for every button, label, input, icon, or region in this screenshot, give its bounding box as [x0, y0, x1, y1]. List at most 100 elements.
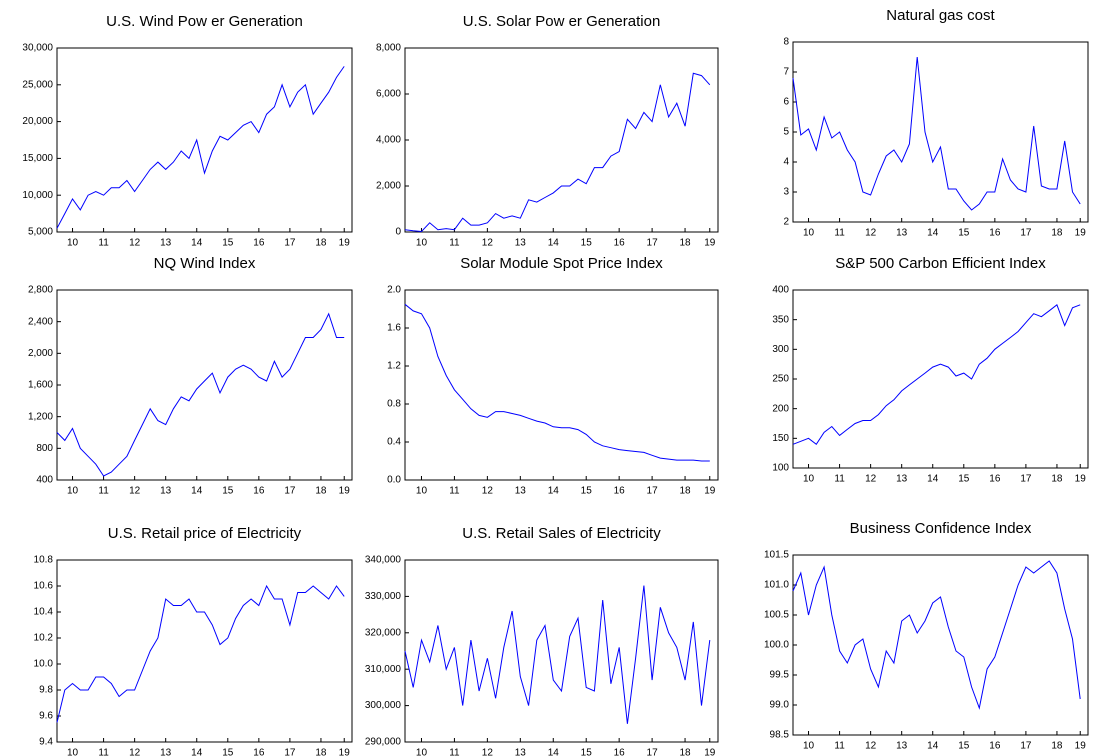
y-tick-label: 6,000 [376, 89, 401, 100]
x-tick-label: 10 [67, 486, 79, 497]
x-tick-label: 19 [339, 748, 351, 756]
y-tick-label: 400 [772, 285, 789, 296]
y-tick-label: 400 [36, 475, 53, 486]
y-tick-label: 4,000 [376, 135, 401, 146]
data-line [56, 66, 345, 229]
y-tick-label: 9.6 [39, 711, 53, 722]
x-tick-label: 13 [160, 238, 172, 249]
x-tick-label: 16 [614, 486, 626, 497]
x-tick-label: 17 [647, 238, 659, 249]
x-tick-label: 15 [222, 238, 234, 249]
y-tick-label: 20,000 [22, 116, 53, 127]
x-tick-label: 19 [704, 748, 716, 756]
y-tick-label: 9.8 [39, 685, 53, 696]
y-tick-label: 15,000 [22, 153, 53, 164]
x-tick-label: 19 [339, 486, 351, 497]
y-tick-label: 10.8 [34, 555, 54, 566]
x-tick-label: 12 [865, 474, 877, 485]
y-tick-label: 10.2 [34, 633, 54, 644]
data-line [404, 585, 711, 724]
x-tick-label: 13 [896, 474, 908, 485]
y-tick-label: 6 [783, 97, 789, 108]
y-tick-label: 1,600 [28, 380, 53, 391]
y-tick-label: 10.6 [34, 581, 54, 592]
x-tick-label: 14 [191, 748, 203, 756]
y-tick-label: 340,000 [365, 555, 402, 566]
y-tick-label: 30,000 [22, 43, 53, 54]
y-tick-label: 0.0 [387, 475, 401, 486]
x-tick-label: 14 [927, 741, 939, 752]
x-tick-label: 11 [98, 486, 109, 497]
x-tick-label: 10 [803, 741, 815, 752]
x-tick-label: 10 [416, 486, 428, 497]
y-tick-label: 2,000 [28, 348, 53, 359]
x-tick-label: 10 [67, 238, 79, 249]
x-tick-label: 15 [581, 486, 593, 497]
data-line [404, 303, 710, 462]
x-tick-label: 13 [160, 748, 172, 756]
y-tick-label: 1.2 [387, 361, 401, 372]
x-tick-label: 18 [1051, 741, 1063, 752]
chart-title: NQ Wind Index [154, 255, 256, 272]
y-tick-label: 2,400 [28, 316, 53, 327]
x-tick-label: 11 [834, 474, 845, 485]
x-tick-label: 16 [614, 748, 626, 756]
y-tick-label: 0.4 [387, 437, 401, 448]
x-tick-label: 12 [129, 486, 141, 497]
chart-title: U.S. Solar Pow er Generation [463, 13, 661, 30]
x-tick-label: 12 [129, 748, 141, 756]
x-tick-label: 18 [679, 748, 691, 756]
x-tick-label: 19 [1075, 474, 1087, 485]
x-tick-label: 17 [284, 748, 296, 756]
x-tick-label: 19 [1075, 228, 1087, 239]
plot-frame [404, 559, 719, 743]
y-tick-label: 7 [783, 67, 789, 78]
plot-frame [56, 559, 353, 743]
y-tick-label: 5 [783, 127, 789, 138]
x-tick-label: 11 [449, 486, 460, 497]
x-tick-label: 17 [284, 486, 296, 497]
plot-frame [404, 289, 719, 481]
plot-frame [792, 289, 1089, 469]
data-line [792, 56, 1081, 211]
y-tick-label: 101.5 [764, 550, 789, 561]
x-tick-label: 12 [129, 238, 141, 249]
y-tick-label: 9.4 [39, 737, 53, 748]
x-tick-label: 13 [515, 486, 527, 497]
chart-title: U.S. Retail price of Electricity [108, 525, 302, 542]
x-tick-label: 13 [896, 228, 908, 239]
chart-title: Business Confidence Index [850, 520, 1032, 537]
x-tick-label: 12 [482, 748, 494, 756]
x-tick-label: 11 [98, 748, 109, 756]
x-tick-label: 13 [515, 748, 527, 756]
x-tick-label: 10 [416, 238, 428, 249]
x-tick-label: 18 [315, 238, 327, 249]
x-tick-label: 17 [647, 486, 659, 497]
x-tick-label: 14 [191, 238, 203, 249]
x-tick-label: 11 [449, 748, 460, 756]
y-tick-label: 99.0 [770, 700, 790, 711]
x-tick-label: 14 [927, 474, 939, 485]
y-tick-label: 8,000 [376, 43, 401, 54]
y-tick-label: 300,000 [365, 700, 402, 711]
x-tick-label: 11 [834, 741, 845, 752]
x-tick-label: 15 [581, 748, 593, 756]
x-tick-label: 15 [581, 238, 593, 249]
y-tick-label: 0.8 [387, 399, 401, 410]
plot-frame [56, 47, 353, 233]
y-tick-label: 8 [783, 37, 789, 48]
x-tick-label: 19 [704, 486, 716, 497]
x-tick-label: 12 [482, 238, 494, 249]
y-tick-label: 100.5 [764, 610, 789, 621]
x-tick-label: 17 [1020, 474, 1032, 485]
x-tick-label: 18 [315, 748, 327, 756]
y-tick-label: 250 [772, 374, 789, 385]
y-tick-label: 10,000 [22, 190, 53, 201]
data-line [404, 72, 711, 233]
y-tick-label: 1,200 [28, 411, 53, 422]
plot-frame [792, 554, 1089, 736]
x-tick-label: 18 [679, 238, 691, 249]
x-tick-label: 14 [548, 238, 560, 249]
x-tick-label: 11 [98, 238, 109, 249]
x-tick-label: 12 [482, 486, 494, 497]
